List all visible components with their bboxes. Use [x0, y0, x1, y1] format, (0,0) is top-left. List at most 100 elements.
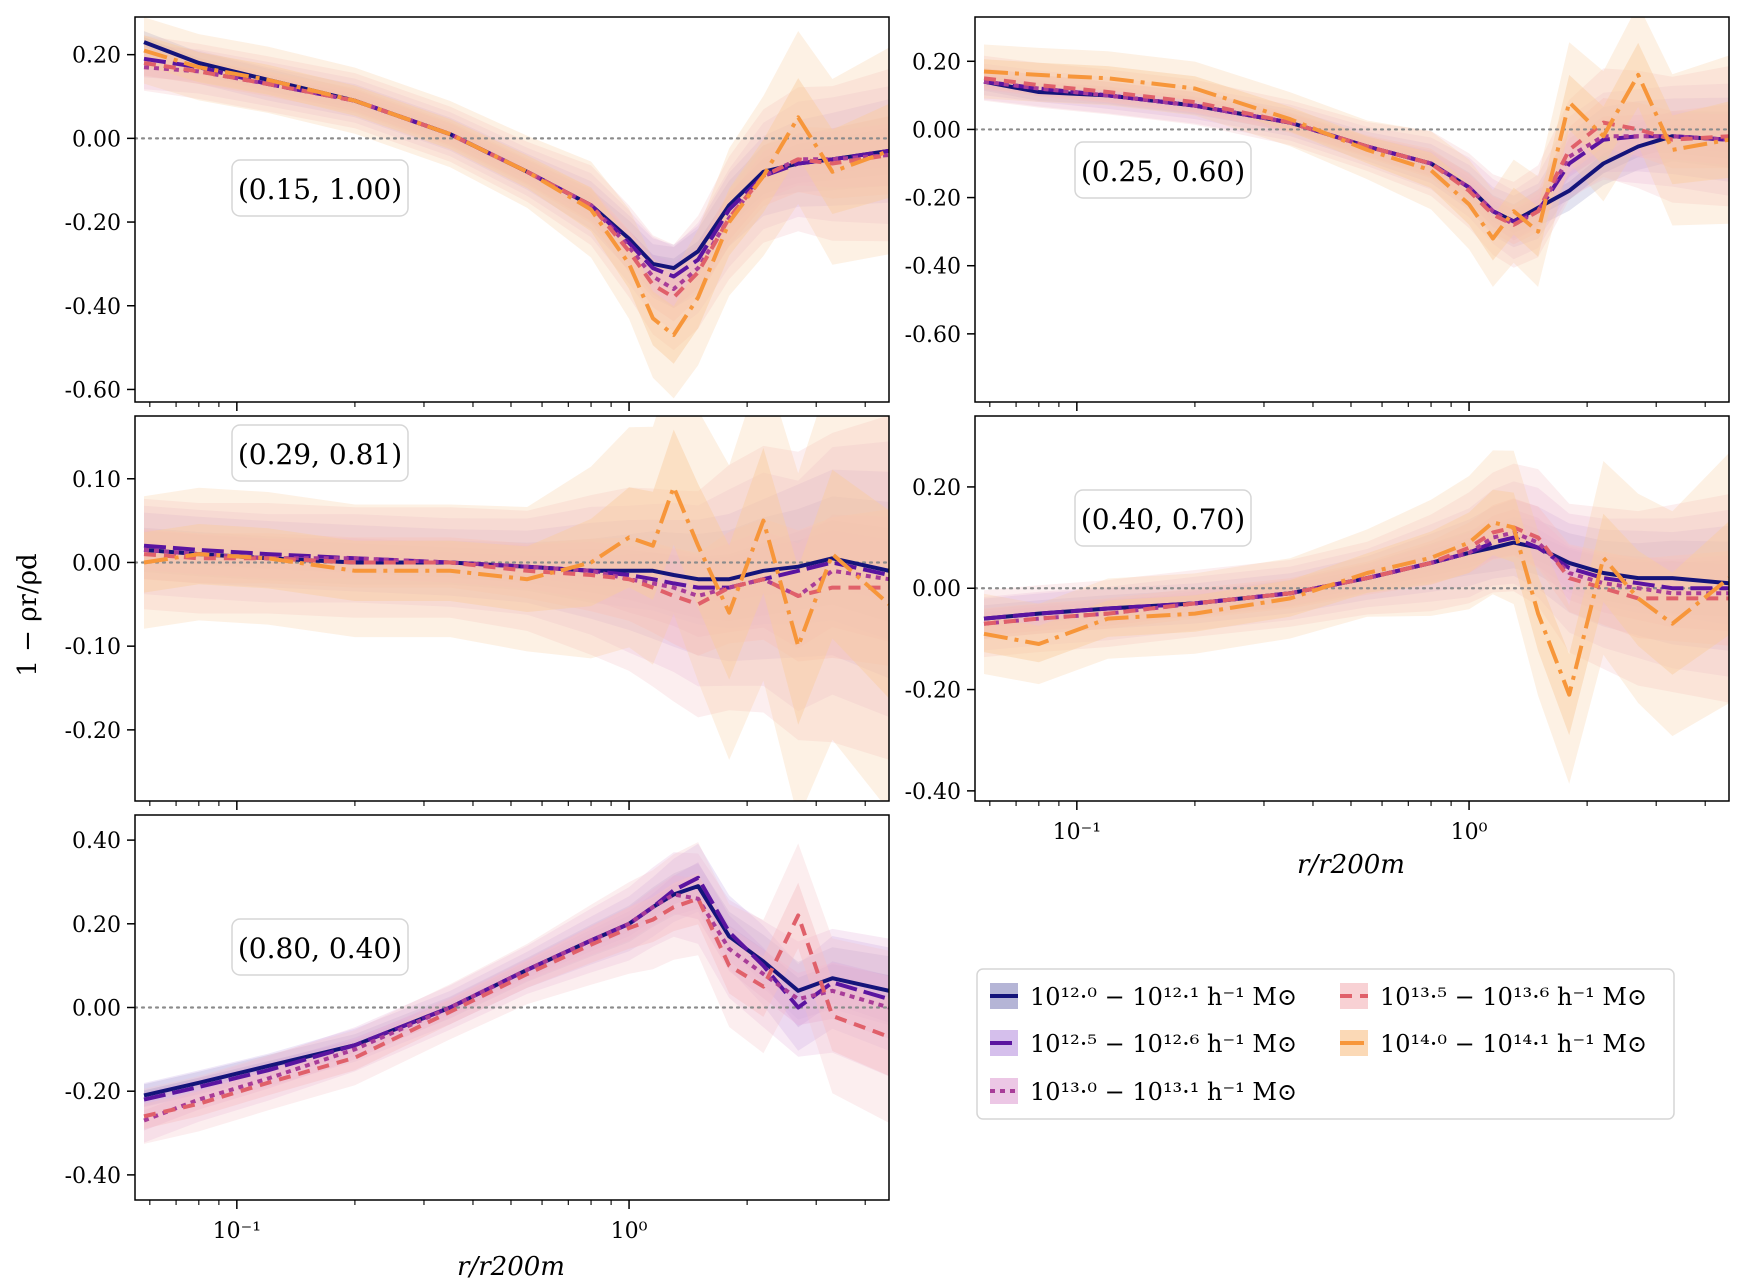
axes-frame [134, 415, 890, 802]
y-tick-label: -0.60 [905, 323, 961, 348]
y-tick-label: 0.20 [72, 913, 121, 938]
error-band-3 [144, 875, 889, 1131]
error-band-2 [144, 51, 889, 291]
error-band-4 [144, 35, 889, 351]
legend-entry-3: 10¹³·⁰ − 10¹³·¹ h⁻¹ M⊙ [990, 1078, 1297, 1106]
series-line-4 [143, 896, 889, 1119]
panel-annotation: (0.29, 0.81) [238, 438, 402, 471]
series-line-5 [143, 48, 889, 337]
x-axis-label-middle-right: r/r200m [1297, 850, 1405, 880]
error-band-2 [144, 469, 889, 679]
series-line-5 [143, 485, 889, 649]
legend-label: 10¹²·⁰ − 10¹²·¹ h⁻¹ M⊙ [1030, 983, 1297, 1011]
panel-top-right: 0.20 0.00 -0.20 -0.40 -0.60 (0.25, 0.60) [905, 16, 1730, 411]
series-line-4 [143, 61, 889, 300]
legend-label: 10¹⁴·⁰ − 10¹⁴·¹ h⁻¹ M⊙ [1380, 1030, 1647, 1058]
annotation-box [231, 159, 409, 217]
series-line-5 [983, 520, 1729, 697]
annotation-box [1074, 141, 1252, 199]
legend-label: 10¹³·⁵ − 10¹³·⁶ h⁻¹ M⊙ [1380, 983, 1647, 1011]
panel-annotation: (0.40, 0.70) [1081, 503, 1245, 536]
panel-middle-right: 0.20 0.00 -0.20 -0.40 10⁻¹ 10⁰ (0.40, 0.70) [905, 415, 1730, 845]
error-band-4 [144, 509, 889, 666]
y-tick-label: 0.20 [72, 44, 121, 69]
error-band-5 [144, 416, 889, 801]
panel-annotation: (0.15, 1.00) [238, 173, 402, 206]
panel-middle-left: 0.10 0.00 -0.10 -0.20 (0.29, 0.81) [65, 415, 890, 810]
legend-entry-4: 10¹³·⁵ − 10¹³·⁶ h⁻¹ M⊙ [1340, 983, 1647, 1011]
plot-content [135, 842, 889, 1144]
series-line-4 [983, 76, 1729, 227]
y-tick-label: -0.40 [905, 255, 961, 280]
legend-entry-5: 10¹⁴·⁰ − 10¹⁴·¹ h⁻¹ M⊙ [1340, 1030, 1647, 1058]
legend: 10¹²·⁰ − 10¹²·¹ h⁻¹ M⊙ 10¹²·⁵ − 10¹²·⁶ h⁻… [976, 968, 1675, 1120]
y-tick-label: 0.00 [72, 127, 121, 152]
error-band-3 [144, 514, 889, 649]
y-tick-label: -0.10 [65, 635, 121, 660]
panel-bottom-left: 0.40 0.20 0.00 -0.20 -0.40 10⁻¹ 10⁰ (0.80, 0.40… [65, 814, 890, 1244]
panel-annotation: (0.25, 0.60) [1081, 155, 1245, 188]
annotation-box [231, 424, 409, 482]
axes-frame [974, 415, 1730, 802]
series-line-2 [143, 543, 889, 590]
error-band-1 [144, 863, 889, 1107]
y-tick-label: -0.40 [65, 295, 121, 320]
error-band-4 [144, 416, 889, 760]
y-tick-label: -0.60 [65, 378, 121, 403]
axes-frame [134, 16, 890, 403]
y-axis-label: 1 − ρr/ρd [13, 553, 43, 676]
error-band-4 [984, 68, 1729, 245]
x-tick-label: 10⁰ [1451, 820, 1488, 845]
series-line-2 [143, 875, 889, 1102]
series-line-2 [983, 79, 1729, 224]
annotation-box [231, 918, 409, 976]
x-tick-label: 10⁻¹ [213, 1219, 261, 1244]
y-tick-label: 0.00 [912, 118, 961, 143]
series-line-3 [983, 530, 1729, 626]
annotation-box [1074, 489, 1252, 547]
panel-annotation: (0.80, 0.40) [238, 932, 402, 965]
error-band-4 [144, 842, 889, 1144]
y-tick-label: 0.00 [912, 577, 961, 602]
error-band-2 [984, 75, 1729, 234]
legend-frame [976, 968, 1675, 1120]
x-tick-label: 10⁻¹ [1053, 820, 1101, 845]
error-band-4 [144, 873, 889, 1129]
y-tick-label: -0.40 [65, 1164, 121, 1189]
y-tick-label: 0.00 [72, 997, 121, 1022]
panels-group: 0.200.00-0.20-0.40-0.60(0.15, 1.00)0.200… [65, 16, 1730, 1244]
series-line-1 [983, 79, 1729, 224]
error-band-3 [144, 852, 889, 1143]
x-axis-label-bottom-left: r/r200m [457, 1252, 565, 1282]
y-tick-label: 0.20 [912, 50, 961, 75]
y-tick-label: -0.20 [65, 211, 121, 236]
error-band-2 [144, 862, 889, 1108]
legend-label: 10¹²·⁵ − 10¹²·⁶ h⁻¹ M⊙ [1030, 1030, 1297, 1058]
plot-content [135, 416, 889, 801]
y-tick-label: 0.20 [912, 476, 961, 501]
error-band-5 [984, 450, 1729, 784]
y-tick-label: 0.00 [72, 551, 121, 576]
legend-entry-2: 10¹²·⁵ − 10¹²·⁶ h⁻¹ M⊙ [990, 1030, 1297, 1058]
error-band-5 [144, 17, 889, 399]
y-tick-label: 0.10 [72, 468, 121, 493]
legend-entry-1: 10¹²·⁰ − 10¹²·¹ h⁻¹ M⊙ [990, 983, 1297, 1011]
series-line-4 [983, 525, 1729, 626]
plot-content [975, 450, 1729, 784]
x-tick-label: 10⁰ [611, 1219, 648, 1244]
error-band-5 [144, 429, 889, 725]
y-tick-label: -0.40 [905, 780, 961, 805]
legend-label: 10¹³·⁰ − 10¹³·¹ h⁻¹ M⊙ [1030, 1078, 1297, 1106]
plot-content [135, 17, 889, 399]
y-tick-label: -0.20 [65, 1080, 121, 1105]
y-tick-label: -0.20 [905, 187, 961, 212]
y-tick-label: -0.20 [65, 719, 121, 744]
y-tick-label: 0.40 [72, 829, 121, 854]
error-band-1 [984, 72, 1729, 239]
plot-area [975, 17, 1729, 402]
plot-content [975, 17, 1729, 287]
error-band-3 [144, 441, 889, 717]
panel-top-left: 0.20 0.00 -0.20 -0.40 -0.60 (0.15, 1.00) [65, 16, 890, 411]
y-tick-label: -0.20 [905, 679, 961, 704]
